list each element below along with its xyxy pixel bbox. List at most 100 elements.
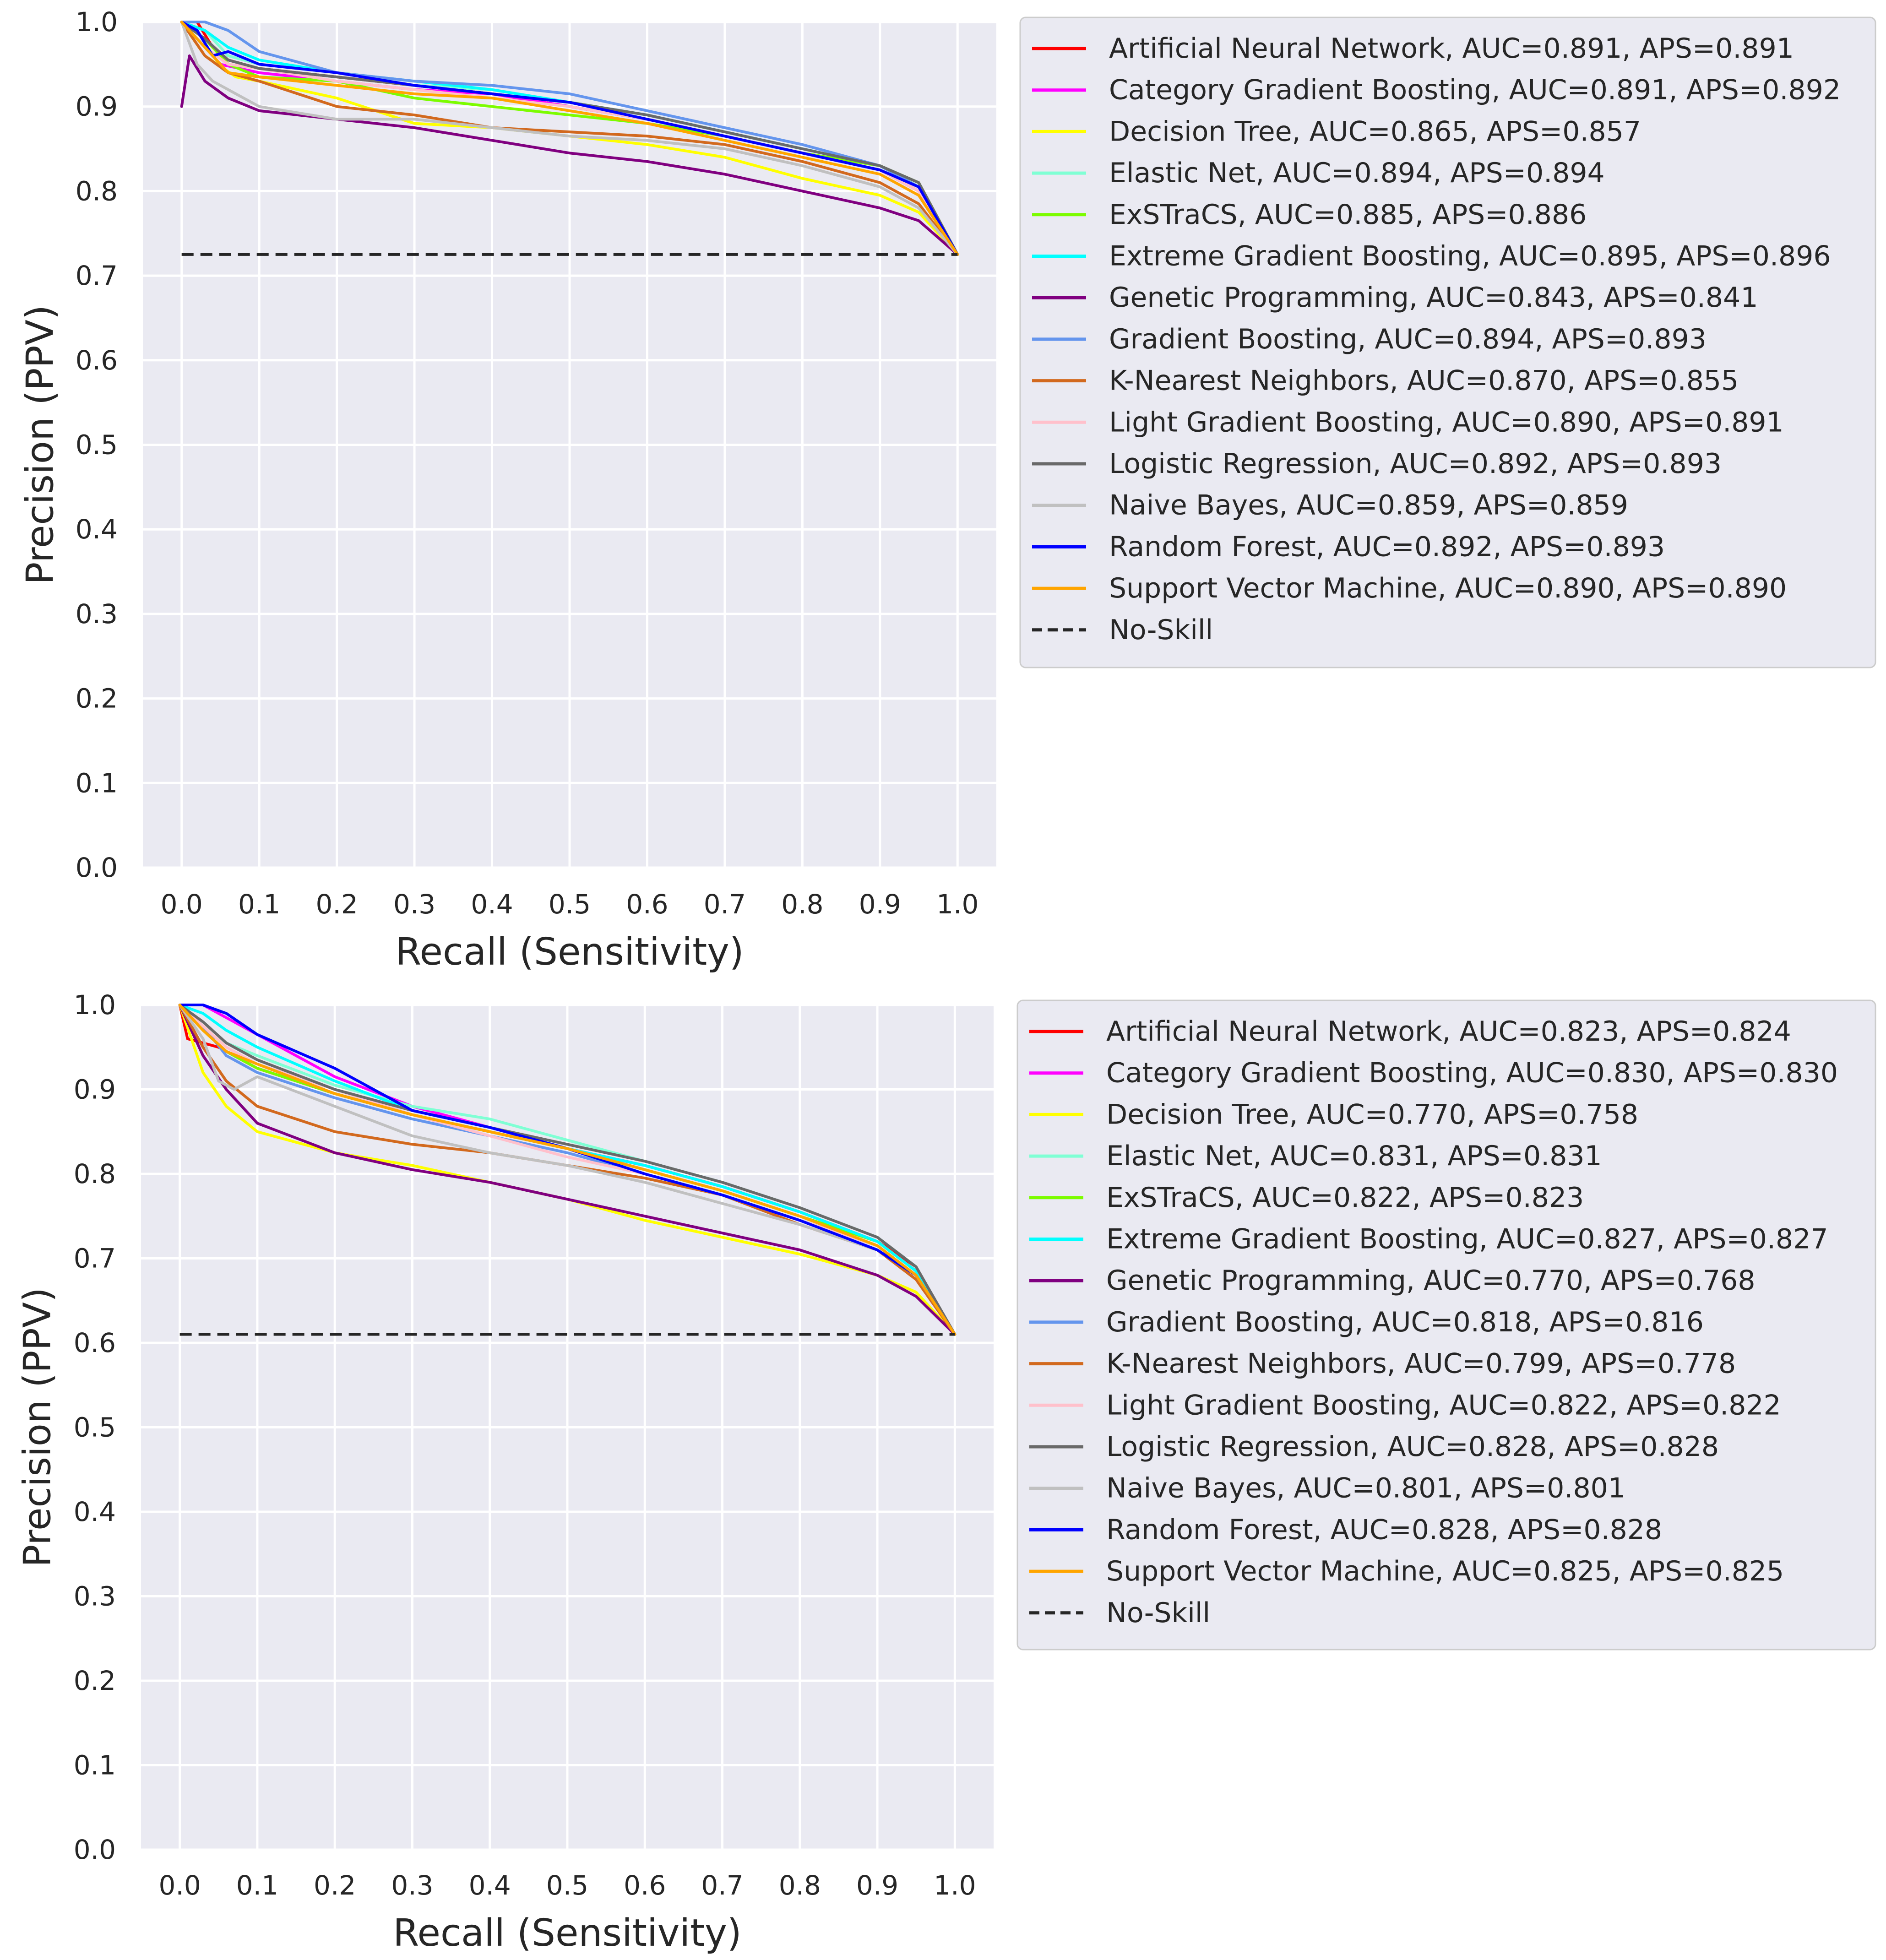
- legend: Artificial Neural Network, AUC=0.823, AP…: [1016, 999, 1876, 1651]
- series-line-random-forest: [178, 1004, 957, 1336]
- y-axis-title: Precision (PPV): [19, 305, 62, 585]
- legend-entry-label: Decision Tree, AUC=0.865, APS=0.857: [1109, 115, 1641, 147]
- x-tick-label: 0.7: [701, 1870, 743, 1901]
- y-tick-labels: 0.0 0.1 0.2 0.3 0.4 0.5 0.6 0.7 0.8 0.9 1.0: [76, 6, 118, 883]
- x-tick-label: 0.1: [238, 889, 280, 920]
- series-line-naive-bayes: [180, 21, 959, 256]
- y-tick-label: 0.7: [76, 260, 118, 291]
- series-line-random-forest: [180, 21, 959, 256]
- series-line-genetic-programming: [178, 1004, 957, 1336]
- x-tick-label: 1.0: [936, 889, 978, 920]
- curve-lines: [178, 1004, 957, 1336]
- y-tick-label: 1.0: [74, 989, 116, 1021]
- series-line-logistic-regression: [178, 1004, 957, 1336]
- x-tick-label: 0.9: [859, 889, 901, 920]
- legend-entry-label: Gradient Boosting, AUC=0.894, APS=0.893: [1109, 323, 1707, 355]
- x-tick-label: 0.8: [781, 889, 823, 920]
- legend-entry-label: No-Skill: [1109, 614, 1213, 646]
- x-tick-label: 0.5: [546, 1870, 588, 1901]
- legend-entry-label: Genetic Programming, AUC=0.843, APS=0.84…: [1109, 282, 1758, 314]
- y-tick-label: 0.5: [74, 1412, 116, 1443]
- y-tick-label: 0.4: [76, 514, 118, 545]
- grid: [143, 21, 996, 869]
- y-tick-label: 0.8: [76, 175, 118, 206]
- x-tick-label: 0.6: [624, 1870, 666, 1901]
- legend-entry-label: Genetic Programming, AUC=0.770, APS=0.76…: [1106, 1265, 1756, 1297]
- pr-curve-panel-bottom: 0.0 0.1 0.2 0.3 0.4 0.5 0.6 0.7 0.8 0.9 1.0 0.0 0.1…: [16, 989, 1876, 1955]
- y-tick-label: 0.6: [76, 345, 118, 376]
- series-line-support-vector-machine: [180, 21, 959, 256]
- y-tick-label: 0.4: [74, 1496, 116, 1527]
- legend-entry-label: No-Skill: [1106, 1597, 1210, 1629]
- legend-entry-label: Logistic Regression, AUC=0.828, APS=0.82…: [1106, 1431, 1719, 1463]
- x-tick-label: 0.9: [856, 1870, 898, 1901]
- y-tick-label: 0.9: [76, 91, 118, 122]
- legend-entry-label: Naive Bayes, AUC=0.859, APS=0.859: [1109, 489, 1628, 521]
- legend-entry-label: Gradient Boosting, AUC=0.818, APS=0.816: [1106, 1306, 1704, 1338]
- y-tick-labels: 0.0 0.1 0.2 0.3 0.4 0.5 0.6 0.7 0.8 0.9 1.0: [74, 989, 116, 1865]
- legend-entry-label: K-Nearest Neighbors, AUC=0.799, APS=0.77…: [1106, 1348, 1736, 1380]
- legend-entry-label: Support Vector Machine, AUC=0.890, APS=0…: [1109, 572, 1787, 604]
- legend-entry-label: Logistic Regression, AUC=0.892, APS=0.89…: [1109, 448, 1722, 480]
- series-line-genetic-programming: [180, 54, 959, 256]
- pr-curve-panel-top: 0.0 0.1 0.2 0.3 0.4 0.5 0.6 0.7 0.8 0.9 1.0 0.0 0.1…: [19, 6, 1876, 974]
- legend-entry-label: Naive Bayes, AUC=0.801, APS=0.801: [1106, 1472, 1625, 1504]
- y-tick-label: 0.3: [76, 598, 118, 630]
- legend-entry-label: Light Gradient Boosting, AUC=0.890, APS=…: [1109, 406, 1784, 438]
- y-tick-label: 0.0: [76, 852, 118, 883]
- x-tick-label: 0.2: [316, 889, 358, 920]
- y-tick-label: 0.0: [74, 1834, 116, 1865]
- x-tick-labels: 0.0 0.1 0.2 0.3 0.4 0.5 0.6 0.7 0.8 0.9 1.0: [161, 889, 979, 920]
- legend-entry-label: Artificial Neural Network, AUC=0.891, AP…: [1109, 33, 1794, 65]
- legend-entry-label: Category Gradient Boosting, AUC=0.830, A…: [1106, 1057, 1838, 1089]
- legend-entry-label: Light Gradient Boosting, AUC=0.822, APS=…: [1106, 1389, 1781, 1421]
- x-tick-label: 0.6: [626, 889, 668, 920]
- x-axis-title: Recall (Sensitivity): [393, 1911, 742, 1955]
- x-tick-label: 0.0: [161, 889, 203, 920]
- legend-entry-label: Elastic Net, AUC=0.894, APS=0.894: [1109, 157, 1605, 189]
- x-tick-label: 0.2: [314, 1870, 356, 1901]
- x-tick-label: 0.7: [704, 889, 746, 920]
- y-tick-label: 0.9: [74, 1074, 116, 1105]
- legend-entry-label: ExSTraCS, AUC=0.885, APS=0.886: [1109, 199, 1587, 231]
- y-tick-label: 0.2: [74, 1665, 116, 1696]
- legend-entry-label: Artificial Neural Network, AUC=0.823, AP…: [1106, 1015, 1791, 1048]
- x-tick-label: 0.4: [469, 1870, 511, 1901]
- y-tick-label: 1.0: [76, 6, 118, 38]
- legend-entry-label: Random Forest, AUC=0.828, APS=0.828: [1106, 1514, 1662, 1546]
- legend-entry-label: ExSTraCS, AUC=0.822, APS=0.823: [1106, 1182, 1584, 1214]
- curve-lines: [180, 21, 959, 256]
- y-tick-label: 0.5: [76, 429, 118, 461]
- legend-entry-label: Category Gradient Boosting, AUC=0.891, A…: [1109, 74, 1841, 106]
- x-axis-title: Recall (Sensitivity): [395, 930, 744, 974]
- series-line-support-vector-machine: [178, 1004, 957, 1336]
- y-tick-label: 0.8: [74, 1158, 116, 1189]
- x-tick-label: 0.5: [549, 889, 591, 920]
- y-tick-label: 0.1: [74, 1750, 116, 1781]
- grid: [141, 1004, 994, 1851]
- legend-frame: [1019, 16, 1876, 668]
- x-tick-label: 1.0: [934, 1870, 976, 1901]
- y-axis-title: Precision (PPV): [16, 1287, 60, 1567]
- x-tick-label: 0.0: [159, 1870, 201, 1901]
- legend-entry-label: Extreme Gradient Boosting, AUC=0.895, AP…: [1109, 240, 1831, 272]
- legend: Artificial Neural Network, AUC=0.891, AP…: [1019, 16, 1876, 668]
- legend-entry-label: Elastic Net, AUC=0.831, APS=0.831: [1106, 1140, 1602, 1172]
- x-tick-label: 0.4: [471, 889, 513, 920]
- x-tick-label: 0.3: [391, 1870, 433, 1901]
- y-tick-label: 0.6: [74, 1327, 116, 1358]
- legend-frame: [1016, 999, 1876, 1651]
- y-tick-label: 0.2: [76, 683, 118, 714]
- x-tick-label: 0.1: [236, 1870, 278, 1901]
- x-tick-labels: 0.0 0.1 0.2 0.3 0.4 0.5 0.6 0.7 0.8 0.9 1.0: [159, 1870, 976, 1901]
- legend-entry-label: Decision Tree, AUC=0.770, APS=0.758: [1106, 1098, 1638, 1130]
- legend-entry-label: Random Forest, AUC=0.892, APS=0.893: [1109, 531, 1665, 563]
- legend-entry-label: Support Vector Machine, AUC=0.825, APS=0…: [1106, 1555, 1784, 1587]
- y-tick-label: 0.7: [74, 1243, 116, 1274]
- y-tick-label: 0.3: [74, 1581, 116, 1612]
- legend-entry-label: Extreme Gradient Boosting, AUC=0.827, AP…: [1106, 1223, 1828, 1255]
- x-tick-label: 0.8: [779, 1870, 821, 1901]
- legend-entry-label: K-Nearest Neighbors, AUC=0.870, APS=0.85…: [1109, 365, 1739, 397]
- x-tick-label: 0.3: [393, 889, 435, 920]
